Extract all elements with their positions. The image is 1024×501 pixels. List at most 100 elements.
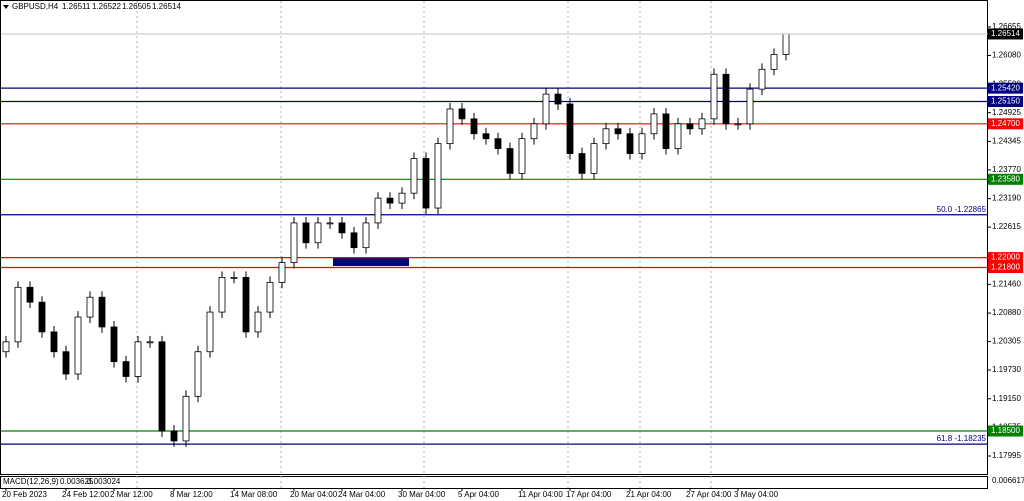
level-label-box — [988, 96, 1023, 108]
x-tick-label: 20 Mar 04:00 — [290, 490, 338, 499]
candle-body — [74, 316, 82, 375]
x-tick-label: 24 Feb 12:00 — [62, 490, 110, 499]
candle-body — [122, 361, 130, 377]
candle-body — [410, 158, 418, 194]
level-label: 1.25150 — [991, 97, 1020, 106]
x-tick-label: 14 Mar 08:00 — [230, 490, 278, 499]
macd-value: 0.003625 — [60, 477, 94, 486]
x-tick-label: 24 Mar 04:00 — [338, 490, 386, 499]
candle-body — [446, 108, 454, 145]
candle-body — [278, 262, 286, 283]
level-label: 1.24700 — [991, 119, 1020, 128]
candle-body — [230, 277, 238, 279]
candle-body — [254, 311, 262, 333]
candle-body — [350, 232, 358, 249]
x-tick-label: 11 Apr 04:00 — [518, 490, 563, 499]
y-tick-label: 1.20880 — [992, 308, 1021, 317]
macd-scale-label: 0.006617 — [992, 476, 1024, 485]
candle-body — [782, 33, 790, 55]
zone-rectangle — [333, 258, 409, 266]
y-tick-label: 1.23770 — [992, 165, 1021, 174]
candle-body — [758, 68, 766, 90]
candle-body — [2, 341, 10, 353]
x-tick-label: 17 Apr 04:00 — [566, 490, 612, 499]
level-label: 1.23580 — [991, 174, 1020, 183]
symbol: GBPUSD,H4 — [12, 2, 59, 11]
x-tick-label: 5 Apr 04:00 — [458, 490, 499, 499]
candle-body — [494, 138, 502, 149]
candle-body — [14, 286, 22, 343]
y-tick-label: 1.24345 — [992, 137, 1021, 146]
level-text: 61.8 -1.18235 — [937, 434, 987, 443]
candle-body — [62, 351, 70, 375]
candle-body — [746, 88, 754, 125]
candle-body — [770, 54, 778, 70]
level-label: 1.22000 — [991, 253, 1020, 262]
macd-name: MACD(12,26,9) — [3, 477, 59, 486]
current-price-label: 1.26514 — [991, 29, 1020, 38]
candle-body — [290, 222, 298, 263]
candle-body — [374, 197, 382, 224]
candle-body — [530, 123, 538, 140]
candle-body — [242, 277, 250, 333]
candle-body — [206, 311, 214, 353]
candle-body — [590, 143, 598, 174]
candle-body — [38, 301, 46, 333]
candle-body — [578, 153, 586, 174]
y-tick-label: 1.24925 — [992, 108, 1021, 117]
macd-value: 0.003024 — [87, 477, 121, 486]
y-tick-label: 1.19150 — [992, 394, 1021, 403]
candle-body — [386, 197, 394, 204]
candle-body — [554, 93, 562, 105]
plot-frame — [0, 0, 988, 475]
header-value: 1.26522 — [92, 2, 121, 11]
candle-body — [158, 341, 166, 432]
macd-frame — [0, 476, 988, 489]
candle-body — [542, 93, 550, 125]
y-tick-label: 1.19730 — [992, 365, 1021, 374]
current-price-box — [988, 28, 1023, 40]
level-label-box — [988, 82, 1023, 94]
candle-body — [86, 296, 94, 318]
candle-body — [482, 133, 490, 140]
candle-body — [674, 123, 682, 149]
y-tick-label: 1.26655 — [992, 22, 1021, 31]
menu-triangle[interactable] — [3, 5, 9, 9]
candle-body — [314, 222, 322, 244]
y-tick-label: 1.26080 — [992, 51, 1021, 60]
candle-body — [626, 133, 634, 154]
candle-body — [170, 430, 178, 442]
level-label-box — [988, 252, 1023, 264]
candle-body — [518, 138, 526, 174]
candle-body — [710, 73, 718, 120]
candle-body — [110, 326, 118, 363]
level-label: 1.21800 — [991, 263, 1020, 272]
x-tick-label: 30 Mar 04:00 — [398, 490, 446, 499]
candle-body — [266, 281, 274, 313]
level-label-box — [988, 173, 1023, 185]
candle-body — [302, 222, 310, 244]
candle-body — [470, 118, 478, 135]
candle-body — [26, 286, 34, 303]
candle-body — [650, 113, 658, 135]
candle-body — [50, 331, 58, 353]
y-tick-label: 1.23190 — [992, 194, 1021, 203]
candle-body — [134, 341, 142, 377]
level-label: 1.18500 — [991, 426, 1020, 435]
candle-body — [686, 123, 694, 130]
level-label: 1.25420 — [991, 83, 1020, 92]
candle-body — [194, 351, 202, 397]
candle-body — [338, 222, 346, 234]
candle-body — [98, 296, 106, 328]
candle-body — [638, 133, 646, 154]
candle-body — [146, 341, 154, 344]
x-tick-label: 8 Mar 12:00 — [170, 490, 213, 499]
candle-body — [506, 148, 514, 174]
candle-body — [566, 103, 574, 154]
level-label-box — [988, 425, 1023, 437]
candle-body — [326, 222, 334, 225]
candle-body — [662, 113, 670, 149]
candle-body — [602, 128, 610, 145]
header-value: 1.26505 — [122, 2, 151, 11]
